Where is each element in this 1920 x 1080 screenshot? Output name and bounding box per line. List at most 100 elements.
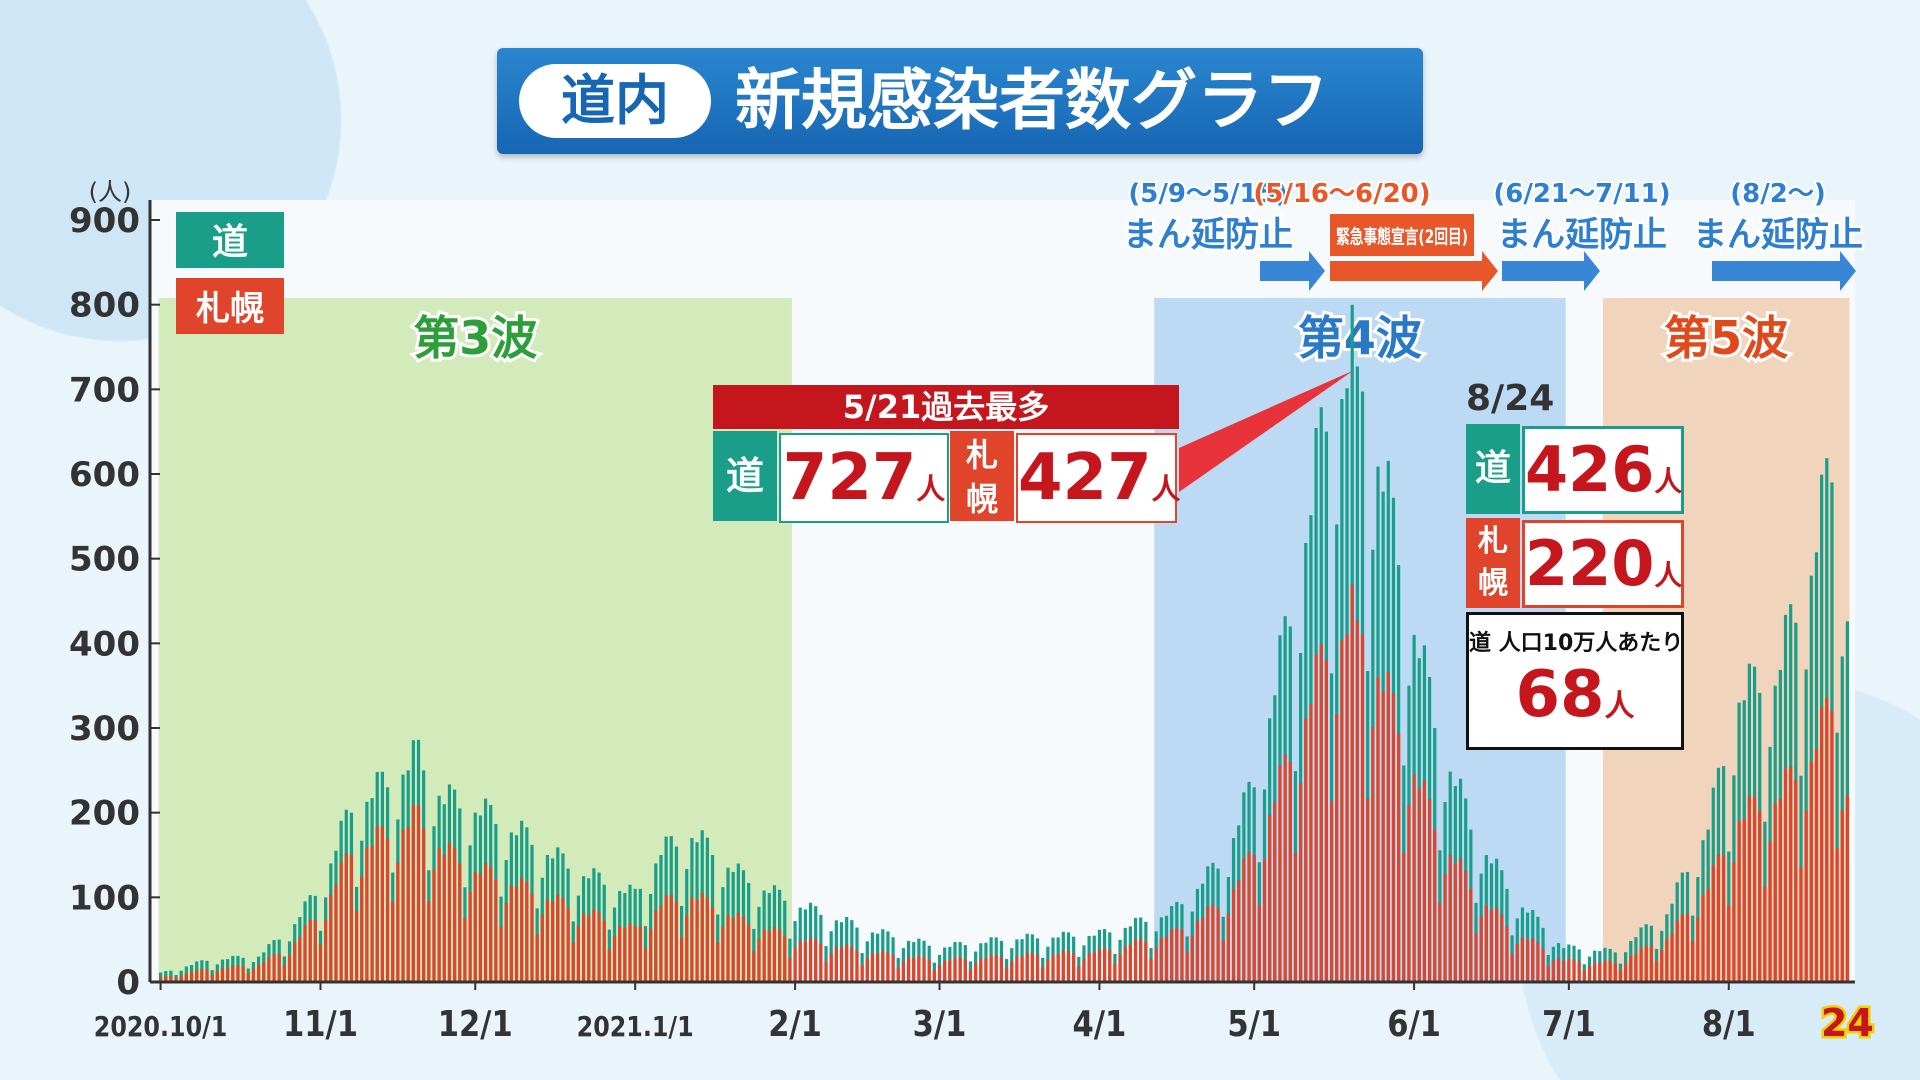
bar-sapporo (1706, 888, 1710, 982)
bar-sapporo (1469, 888, 1473, 982)
wave-label-2: 第4波 (1298, 311, 1422, 365)
bar-sapporo (654, 910, 658, 982)
bar-sapporo (829, 953, 833, 982)
bar-sapporo (845, 944, 849, 982)
bar-sapporo (530, 893, 534, 982)
bar-sapporo (1366, 798, 1370, 982)
bar-sapporo (1268, 815, 1272, 982)
bar-sapporo (1345, 633, 1349, 982)
bar-sapporo (1335, 714, 1339, 982)
bar-sapporo (1531, 938, 1535, 982)
bar-sapporo (690, 897, 694, 982)
measure-period-4: (8/2～) (1730, 179, 1825, 209)
bar-sapporo (184, 973, 188, 982)
bar-sapporo (453, 848, 457, 982)
bar-sapporo (365, 847, 369, 982)
legend-hokkaido-label: 道 (212, 222, 248, 263)
bar-sapporo (504, 902, 508, 982)
bar-sapporo (1649, 946, 1653, 982)
bar-sapporo (1288, 761, 1292, 982)
bar-sapporo (1221, 940, 1225, 982)
bar-sapporo (277, 953, 281, 982)
bar-sapporo (1082, 958, 1086, 982)
bar-sapporo (1417, 788, 1421, 982)
bar-sapporo (587, 915, 591, 982)
bar-sapporo (1515, 943, 1519, 982)
bar-sapporo (948, 960, 952, 982)
bar-sapporo (917, 955, 921, 982)
bar-sapporo (850, 946, 854, 982)
bar-sapporo (205, 969, 209, 982)
bar-sapporo (819, 944, 823, 982)
bar-sapporo (561, 898, 565, 982)
x-tick-label: 6/1 (1387, 1003, 1441, 1045)
bar-sapporo (808, 937, 813, 982)
bar-sapporo (1541, 948, 1545, 982)
bar-sapporo (1004, 968, 1009, 982)
record-heading: 5/21過去最多 (713, 385, 1179, 429)
bar-sapporo (1433, 829, 1437, 982)
bar-sapporo (1391, 693, 1396, 982)
bar-sapporo (855, 950, 859, 982)
bar-sapporo (432, 869, 436, 982)
bar-sapporo (747, 924, 751, 982)
bar-sapporo (1479, 915, 1483, 982)
bar-sapporo (1520, 937, 1525, 982)
bar-sapporo (1443, 873, 1447, 982)
bar-sapporo (927, 959, 931, 982)
bar-sapporo (1577, 961, 1581, 982)
bar-sapporo (1639, 947, 1643, 982)
bar-sapporo (1195, 920, 1200, 982)
bar-sapporo (932, 970, 936, 982)
bar-sapporo (1185, 951, 1189, 982)
bar-sapporo (1825, 697, 1829, 982)
bar-sapporo (1691, 941, 1695, 982)
bar-sapporo (1340, 640, 1344, 982)
bar-sapporo (839, 947, 844, 982)
bar-sapporo (886, 952, 890, 982)
legend-sapporo-swatch (176, 278, 284, 334)
bar-sapporo (489, 867, 493, 982)
latest-hokkaido-label: 道 (1466, 424, 1520, 514)
x-last-day-label: 24 (1821, 1001, 1874, 1045)
bar-sapporo (726, 915, 730, 982)
bar-sapporo (623, 927, 627, 982)
bar-sapporo (1495, 907, 1499, 982)
measure-arrow-2 (1330, 251, 1498, 291)
bar-sapporo (943, 960, 947, 982)
bar-sapporo (483, 862, 488, 982)
bar-sapporo (1752, 797, 1757, 982)
wave-label-1: 第3波 (413, 311, 537, 365)
bar-sapporo (1206, 906, 1210, 982)
bar-sapporo (1587, 966, 1592, 982)
y-tick-label: 200 (69, 794, 140, 834)
bar-sapporo (1175, 927, 1179, 982)
bar-sapporo (824, 961, 828, 982)
record-sapporo-text: 札幌 (965, 436, 998, 518)
bar-sapporo (607, 949, 611, 982)
bar-sapporo (293, 942, 297, 982)
bar-sapporo (685, 915, 689, 982)
bar-sapporo (592, 909, 596, 982)
bar-sapporo (1448, 855, 1452, 982)
bar-sapporo (597, 912, 601, 982)
legend-sapporo-label: 札幌 (196, 289, 264, 329)
bar-sapporo (1257, 904, 1261, 982)
bar-sapporo (1072, 953, 1076, 982)
bar-sapporo (1711, 865, 1715, 982)
bar-sapporo (1304, 718, 1308, 982)
y-tick-label: 100 (69, 878, 140, 918)
bar-sapporo (1727, 905, 1731, 982)
bar-sapporo (1242, 858, 1246, 982)
bar-sapporo (1768, 841, 1772, 982)
bar-sapporo (1402, 852, 1406, 982)
bar-sapporo (757, 938, 761, 982)
bar-sapporo (1551, 960, 1555, 982)
bar-sapporo (1319, 644, 1323, 982)
bar-sapporo (360, 876, 364, 982)
bar-sapporo (643, 948, 648, 982)
bar-sapporo (1371, 726, 1375, 982)
bar-sapporo (334, 884, 338, 982)
bar-sapporo (1722, 855, 1726, 982)
bar-sapporo (1644, 945, 1648, 982)
